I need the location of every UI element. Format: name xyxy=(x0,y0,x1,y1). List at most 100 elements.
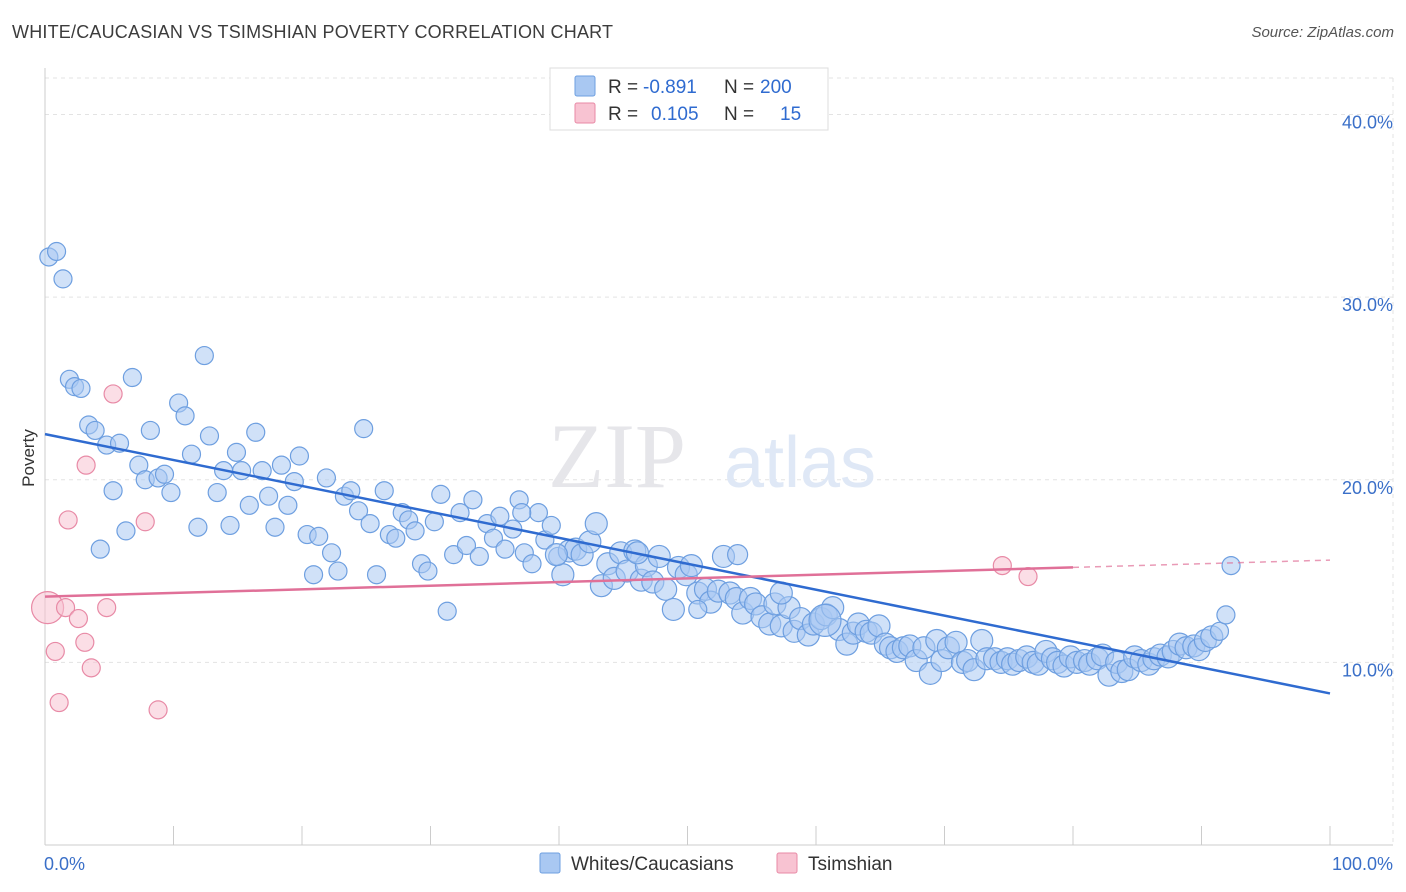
whites-point xyxy=(207,482,227,503)
tsimshian-point xyxy=(992,555,1012,576)
whites-point xyxy=(175,406,195,426)
whites-point xyxy=(360,513,380,534)
grid-lines xyxy=(45,77,1394,845)
bottom-legend: Whites/Caucasians Tsimshian xyxy=(539,852,892,875)
whites-point xyxy=(220,515,240,536)
legend-n-label-whites: N = xyxy=(724,77,754,98)
tsimshian-point xyxy=(1018,566,1038,587)
whites-point xyxy=(303,565,324,585)
whites-point xyxy=(495,539,515,559)
legend-r-value-tsimshian: 0.105 xyxy=(651,104,699,125)
whites-point xyxy=(661,597,685,622)
tsimshian-point xyxy=(76,455,96,475)
whites-point xyxy=(437,601,457,621)
whites-point xyxy=(366,565,387,585)
whites-point xyxy=(463,490,483,510)
whites-point xyxy=(278,495,298,515)
whites-point xyxy=(46,241,67,262)
tsimshian-trend-line xyxy=(44,566,1074,598)
whites-point xyxy=(265,517,285,537)
whites-point xyxy=(161,482,181,503)
whites-point xyxy=(309,526,329,546)
x-tick-label: 0.0% xyxy=(44,854,85,874)
whites-trend-line xyxy=(44,432,1331,695)
whites-point xyxy=(727,544,749,566)
whites-point xyxy=(239,495,259,515)
whites-point xyxy=(386,528,406,548)
y-axis-label: Poverty xyxy=(19,429,38,487)
whites-point xyxy=(1216,605,1236,625)
whites-point xyxy=(654,577,678,601)
legend-r-label-tsimshian: R = xyxy=(608,104,638,125)
tsimshian-point xyxy=(45,641,65,662)
whites-point xyxy=(116,521,136,541)
tsimshian-point xyxy=(68,608,89,629)
trend-lines xyxy=(44,432,1331,695)
whites-point xyxy=(688,599,708,620)
whites-point xyxy=(348,501,369,521)
watermark-atlas: atlas xyxy=(724,423,876,503)
whites-point xyxy=(328,561,348,581)
whites-point xyxy=(289,446,310,466)
whites-point xyxy=(544,543,569,567)
whites-point xyxy=(154,464,175,484)
whites-point xyxy=(284,471,304,492)
whites-point xyxy=(199,426,220,446)
y-tick-label: 10.0% xyxy=(1342,660,1393,680)
whites-point xyxy=(232,461,252,481)
whites-point xyxy=(1209,621,1230,641)
tsimshian-trend-extension xyxy=(1072,559,1331,569)
whites-point xyxy=(1221,555,1241,576)
whites-point xyxy=(188,517,208,537)
tsimshian-point xyxy=(135,512,155,532)
legend-r-value-whites: -0.891 xyxy=(643,77,697,98)
y-tick-label: 30.0% xyxy=(1342,295,1393,315)
whites-point xyxy=(181,444,202,464)
whites-point xyxy=(271,455,292,475)
whites-point xyxy=(456,535,477,556)
bottom-legend-label-tsimshian: Tsimshian xyxy=(808,854,892,875)
whites-point xyxy=(512,503,532,523)
whites-point xyxy=(85,420,105,441)
whites-point xyxy=(53,269,73,289)
whites-point xyxy=(354,419,374,439)
whites-point xyxy=(246,422,266,442)
whites-point xyxy=(405,521,425,541)
legend-r-label-whites: R = xyxy=(608,77,638,98)
series-tsimshian-points xyxy=(30,384,1038,720)
whites-point xyxy=(418,561,438,581)
whites-point xyxy=(122,367,142,388)
whites-point xyxy=(584,511,608,536)
tsimshian-point xyxy=(55,597,76,618)
whites-point xyxy=(90,539,110,559)
whites-point xyxy=(71,378,91,399)
bottom-legend-label-whites: Whites/Caucasians xyxy=(571,854,734,875)
y-tick-label: 20.0% xyxy=(1342,478,1393,498)
watermark-zip: ZIP xyxy=(548,405,686,507)
x-tick-label: 100.0% xyxy=(1332,854,1393,874)
chart-source: Source: ZipAtlas.com xyxy=(1251,24,1394,41)
tsimshian-point xyxy=(81,658,101,678)
whites-point xyxy=(258,486,279,506)
bottom-legend-swatch-whites xyxy=(539,852,561,874)
tsimshian-point xyxy=(49,692,69,713)
chart-title: WHITE/CAUCASIAN VS TSIMSHIAN POVERTY COR… xyxy=(12,22,614,42)
whites-point xyxy=(321,543,342,563)
whites-point xyxy=(226,442,247,462)
legend-n-value-tsimshian: 15 xyxy=(780,104,801,125)
tsimshian-point xyxy=(75,632,95,652)
whites-point xyxy=(522,554,542,574)
tsimshian-point xyxy=(103,384,123,404)
bottom-legend-swatch-tsimshian xyxy=(776,852,798,874)
legend-swatch-whites xyxy=(574,75,596,97)
whites-point xyxy=(808,603,842,637)
whites-point xyxy=(252,461,272,481)
whites-point xyxy=(469,546,489,567)
whites-point xyxy=(431,484,451,504)
axes xyxy=(44,68,1393,846)
whites-point xyxy=(103,481,123,501)
top-legend: R = -0.891 N = 200 R = 0.105 N = 15 xyxy=(549,67,829,131)
whites-point xyxy=(541,515,561,536)
whites-point xyxy=(424,512,444,532)
